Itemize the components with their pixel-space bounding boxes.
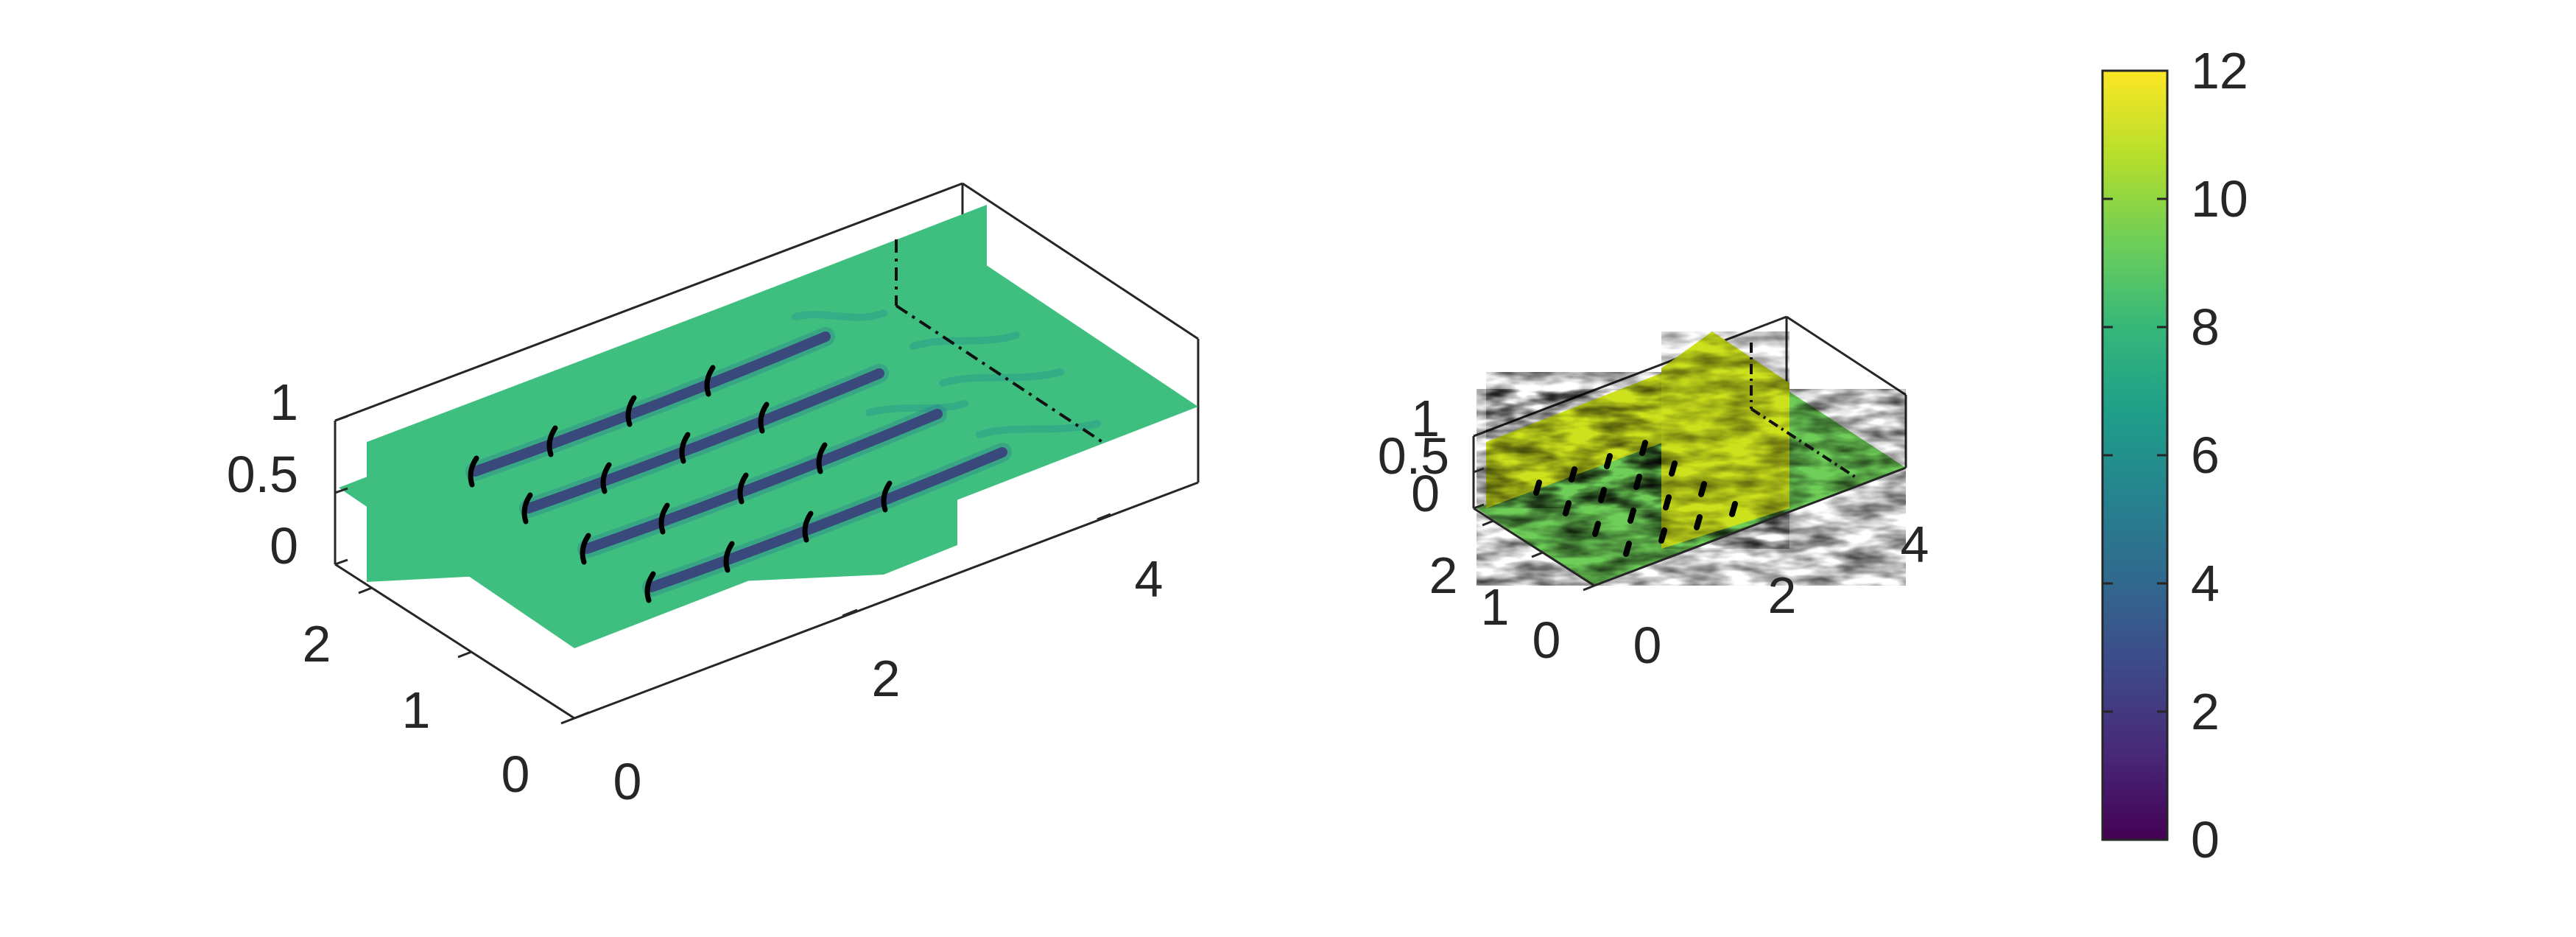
- colorbar-tick-label: 12: [2191, 42, 2248, 99]
- wake-streak: [647, 447, 1007, 592]
- right-y-tick-labels: 2 1 0: [1429, 547, 1561, 669]
- left-z-tick-labels: 1 0.5 0: [227, 373, 298, 575]
- turbine-rotor: [644, 571, 656, 603]
- turbine-rotor: [625, 395, 637, 427]
- right-y-tick-0: 0: [1532, 611, 1561, 669]
- right-x-tick-2: 2: [1768, 566, 1797, 624]
- turbine-rotor: [758, 401, 770, 434]
- turbine-marker: [1639, 440, 1648, 456]
- turbine-marker: [1694, 514, 1703, 530]
- turbine-rotor: [737, 472, 749, 505]
- turbine-rotor: [546, 425, 558, 457]
- left-z-tick-05: 0.5: [227, 446, 298, 503]
- turbine-marker: [1729, 501, 1738, 517]
- colorbar: 0 2 4 6 8 10 12: [2101, 42, 2248, 868]
- right-downstream-texture: [1661, 331, 1790, 549]
- left-box-front: [334, 481, 1199, 720]
- right-z-tick-1: 1: [1411, 390, 1440, 447]
- left-3d-plot: 1 0.5 0 2 1 0 0 2 4: [227, 182, 1200, 810]
- left-z-tick-1: 1: [270, 373, 298, 431]
- right-z-tick-0: 0: [1411, 465, 1440, 522]
- turbine-rotor: [704, 365, 716, 397]
- turbine-marker: [1627, 508, 1636, 524]
- turbine-marker: [1604, 453, 1613, 469]
- turbine-marker: [1698, 481, 1707, 497]
- turbine-marker: [1623, 541, 1632, 557]
- left-y-tick-2: 2: [303, 615, 331, 673]
- turbine-marker: [1633, 474, 1642, 490]
- right-spanwise-texture: [1486, 372, 1664, 508]
- turbine-rotor: [679, 432, 691, 464]
- colorbar-tick-label: 2: [2191, 683, 2220, 740]
- colorbar-tick-label: 6: [2191, 427, 2220, 484]
- turbine-rotor: [580, 533, 591, 565]
- turbine-marker: [1533, 480, 1542, 496]
- colorbar-tick-label: 0: [2191, 811, 2220, 868]
- turbine-marker: [1569, 466, 1577, 482]
- turbine-marker: [1658, 527, 1667, 544]
- turbine-marker: [1663, 494, 1672, 510]
- left-wake-group: [465, 327, 1012, 603]
- right-box-frame: [1472, 315, 1907, 508]
- left-downstream-turbulence: [792, 309, 1101, 438]
- right-x-tick-labels: 0 2 4: [1633, 516, 1929, 674]
- left-y-tick-0: 0: [502, 745, 530, 803]
- right-z-tick-05: 0.5: [1378, 427, 1449, 485]
- turbine-marker: [1563, 500, 1572, 516]
- turbine-rotor: [816, 442, 828, 474]
- turbine-marker: [1598, 487, 1607, 503]
- colorbar-tick-label: 8: [2191, 298, 2220, 356]
- turbine-rotor: [468, 455, 479, 488]
- right-z-tick-labels: 1 0.5 0: [1378, 390, 1449, 522]
- turbine-rotor: [723, 541, 735, 573]
- turbine-rotor: [802, 510, 814, 543]
- left-x-tick-4: 4: [1135, 550, 1164, 608]
- left-probe-lines: [895, 239, 1106, 445]
- right-y-tick-1: 1: [1481, 578, 1510, 636]
- left-y-tick-1: 1: [402, 681, 431, 739]
- right-turbine-markers: [1533, 440, 1738, 557]
- colorbar-ticks: 0 2 4 6 8 10 12: [2102, 42, 2248, 868]
- turbine-marker: [1669, 460, 1678, 477]
- right-3d-plot: 1 0.5 0 2 1 0 0 2 4: [1378, 315, 1929, 674]
- turbine-marker: [1592, 521, 1601, 537]
- right-box-front: [1473, 466, 1907, 587]
- turbine-rotor: [600, 462, 612, 494]
- wake-streak: [470, 331, 831, 477]
- wake-streak: [524, 368, 884, 513]
- turbine-rotor: [658, 502, 670, 535]
- right-x-tick-0: 0: [1633, 617, 1662, 674]
- left-z-tick-0: 0: [270, 517, 298, 575]
- right-x-tick-4: 4: [1901, 516, 1929, 573]
- left-upper-slice: [725, 205, 987, 486]
- turbine-rotor: [521, 492, 533, 524]
- right-ticks: [1473, 431, 1595, 592]
- left-x-tick-labels: 0 2 4: [613, 550, 1164, 810]
- right-y-tick-2: 2: [1429, 547, 1458, 604]
- turbine-rotor: [881, 480, 893, 513]
- left-ticks: [334, 415, 1111, 725]
- colorbar-tick-label: 4: [2191, 555, 2220, 612]
- left-x-tick-2: 2: [872, 650, 901, 707]
- colorbar-gradient: [2102, 71, 2167, 840]
- colorbar-tick-label: 10: [2191, 170, 2248, 228]
- wake-streak: [582, 409, 943, 554]
- left-y-tick-labels: 2 1 0: [303, 615, 530, 803]
- left-x-tick-0: 0: [613, 753, 642, 810]
